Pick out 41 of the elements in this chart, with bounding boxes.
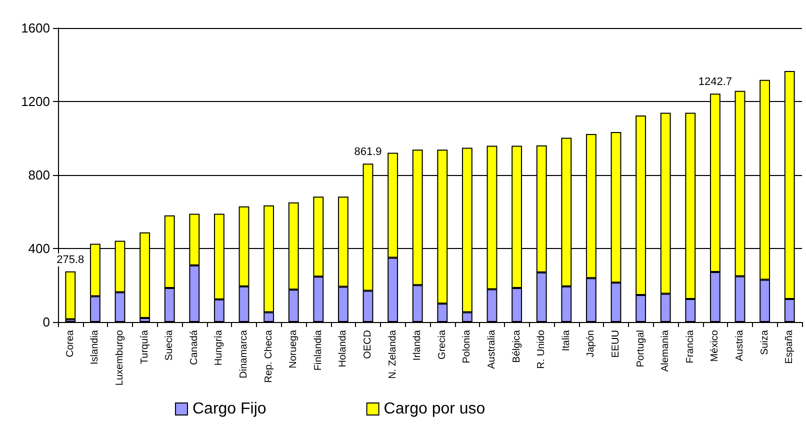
x-tick-label: Italia (560, 330, 572, 352)
x-tick-label: R. Unido (536, 330, 548, 369)
bar (65, 271, 76, 320)
x-tick-label: OECD (362, 330, 374, 359)
x-tick-label: Portugal (635, 330, 646, 368)
x-tick-label: Francia (684, 330, 696, 364)
x-tick-label: N. Zelanda (387, 330, 398, 379)
x-tick-label: Bélgica (511, 330, 522, 363)
x-tick-label: México (710, 330, 721, 362)
x-tick-label: Finlandia (312, 330, 324, 371)
x-tick-label: Holanda (338, 330, 349, 368)
x-tick-label: Australia (486, 330, 498, 369)
x-tick-label: Islandia (90, 330, 101, 364)
x-tick-label: Grecia (436, 330, 448, 360)
x-tick-label: Hungría (214, 330, 225, 366)
legend-label: Cargo Fijo (192, 400, 266, 418)
x-tick-label: Alemania (660, 330, 672, 372)
x-tick-label: Suecia (164, 330, 176, 361)
total-label: 861.9 (354, 146, 382, 158)
x-tick-label: Irlanda (412, 330, 424, 361)
y-tick-label: 0 (42, 314, 50, 330)
x-tick-label: Japón (586, 330, 597, 358)
x-tick-label: Suiza (759, 330, 770, 356)
x-tick-label: Austria (734, 330, 746, 362)
y-tick-label: 400 (28, 241, 50, 256)
y-tick-label: 800 (28, 168, 50, 182)
x-tick-label: Turquía (139, 330, 150, 364)
x-tick-label: EEUU (610, 330, 622, 358)
y-tick-label: 1600 (21, 20, 50, 36)
x-tick-label: Corea (64, 330, 76, 358)
x-tick-label: España (784, 330, 796, 364)
legend-label: Cargo por uso (384, 400, 486, 418)
y-tick-label: 1200 (21, 94, 50, 109)
x-tick-label: Dinamarca (238, 330, 250, 378)
x-tick-label: Luxemburgo (114, 330, 126, 386)
total-label: 275.8 (56, 254, 84, 266)
x-tick-label: Noruega (288, 330, 300, 368)
total-label: 1242.7 (698, 76, 732, 88)
x-tick-label: Canadá (188, 330, 200, 366)
x-tick-label: Rep. Checa (263, 330, 274, 383)
x-tick-label: Polonia (462, 330, 473, 364)
